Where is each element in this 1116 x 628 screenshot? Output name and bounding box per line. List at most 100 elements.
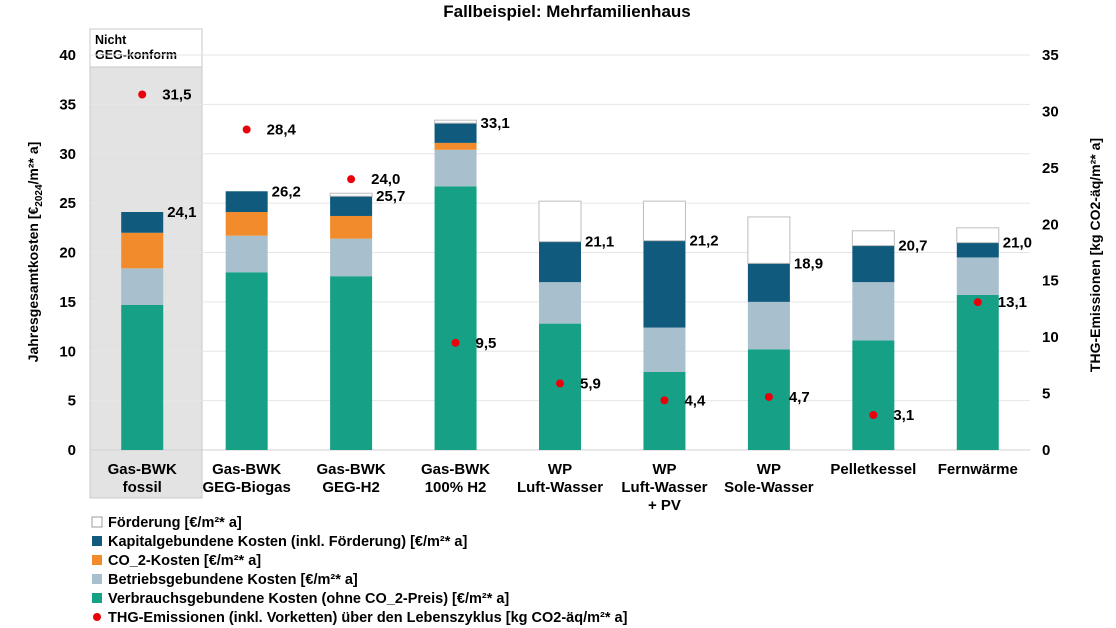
category-label: WP: [652, 461, 676, 478]
category-label: Gas-BWK: [421, 461, 490, 478]
legend-label: CO_2-Kosten [€/m²* a]: [108, 553, 261, 569]
legend-label: Betriebsgebundene Kosten [€/m²* a]: [108, 572, 358, 588]
bar-segment: [121, 232, 164, 269]
y-tick-label: 30: [59, 146, 76, 163]
bar-segment: [225, 191, 268, 213]
category-label: + PV: [648, 497, 681, 514]
bar-segment: [225, 212, 268, 236]
legend-label: THG-Emissionen (inkl. Vorketten) über de…: [108, 610, 628, 626]
bar-segment: [643, 327, 686, 372]
emission-label: 3,1: [893, 407, 914, 424]
y2-axis-label: THG-Emissionen [kg CO2-äq/m²* a]: [1087, 138, 1103, 372]
y-tick-label: 35: [59, 96, 76, 113]
bar-segment: [539, 241, 581, 283]
emission-point: [660, 396, 669, 405]
y-tick-label: 25: [59, 195, 76, 212]
legend-swatch: [91, 516, 103, 528]
bar-segment: [851, 230, 895, 247]
bar-total-label: 20,7: [898, 238, 927, 255]
y2-tick-label: 35: [1042, 47, 1059, 64]
legend-label: Kapitalgebundene Kosten (inkl. Förderung…: [108, 534, 467, 550]
bar-segment: [330, 215, 373, 239]
bar-segment: [225, 272, 268, 450]
chart-title: Fallbeispiel: Mehrfamilienhaus: [443, 2, 691, 21]
emission-label: 24,0: [371, 171, 400, 188]
bar-segment: [121, 268, 164, 305]
bar-segment: [956, 242, 999, 258]
emission-label: 9,5: [476, 335, 497, 352]
y2-tick-label: 5: [1042, 386, 1050, 403]
bar-segment: [434, 149, 477, 187]
category-label: fossil: [123, 479, 162, 496]
bar-total-label: 26,2: [272, 183, 301, 200]
legend-swatch: [92, 574, 102, 584]
bar-segment: [747, 263, 790, 302]
bar-segment: [747, 301, 790, 350]
bar-total-label: 18,9: [794, 255, 823, 272]
category-label: Fernwärme: [938, 461, 1018, 478]
emission-point: [973, 298, 982, 307]
legend-swatch: [93, 613, 101, 621]
bar-total-label: 21,0: [1003, 235, 1032, 252]
y2-tick-label: 15: [1042, 273, 1059, 290]
bar-segment: [956, 257, 999, 295]
emission-label: 4,7: [789, 389, 810, 406]
emission-point: [556, 379, 564, 388]
category-label: Gas-BWK: [108, 461, 177, 478]
bar-segment: [121, 304, 164, 450]
emission-point: [869, 411, 878, 420]
emission-label: 28,4: [267, 121, 297, 138]
bar-total-label: 21,2: [689, 233, 718, 250]
bar-total-label: 24,1: [167, 204, 196, 221]
emission-point: [764, 392, 773, 401]
bar-segment: [538, 200, 582, 243]
category-label: GEG-H2: [322, 479, 380, 496]
bar-segment: [434, 186, 477, 450]
bar-segment: [330, 196, 373, 216]
y2-tick-label: 20: [1042, 216, 1059, 233]
legend-swatch: [92, 555, 102, 565]
emission-point: [347, 175, 356, 184]
category-label: Pelletkessel: [830, 461, 916, 478]
category-label: Luft-Wasser: [517, 479, 603, 496]
legend-swatch: [92, 593, 102, 603]
bar-segment: [539, 282, 581, 324]
bar-segment: [434, 119, 478, 124]
bar-segment: [642, 200, 686, 242]
bar-segment: [852, 245, 895, 283]
category-label: WP: [757, 461, 781, 478]
category-label: Gas-BWK: [212, 461, 281, 478]
bar-segment: [643, 240, 686, 328]
emission-point: [138, 90, 147, 99]
emission-label: 4,4: [684, 392, 706, 409]
bar-segment: [643, 371, 686, 450]
emission-label: 31,5: [162, 87, 191, 104]
bar-total-label: 33,1: [481, 115, 510, 132]
y-tick-label: 40: [59, 47, 76, 64]
y2-tick-label: 0: [1042, 442, 1050, 459]
bar-segment: [747, 216, 791, 264]
bar-segment: [852, 340, 895, 450]
emission-point: [451, 338, 460, 347]
y2-tick-label: 30: [1042, 103, 1059, 120]
bar-segment: [330, 276, 373, 450]
y-tick-label: 10: [59, 343, 76, 360]
bar-segment: [329, 192, 373, 197]
y2-tick-label: 10: [1042, 329, 1059, 346]
bar-segment: [852, 282, 895, 341]
category-label: Sole-Wasser: [724, 479, 814, 496]
y-tick-label: 15: [59, 294, 76, 311]
bar-segment: [225, 235, 268, 273]
bar-segment: [956, 294, 999, 450]
emission-label: 13,1: [998, 294, 1027, 311]
bar-segment: [434, 123, 477, 143]
y-tick-label: 5: [68, 393, 76, 410]
bar-segment: [434, 142, 477, 150]
bar-segment: [956, 227, 1000, 244]
category-label: Luft-Wasser: [621, 479, 707, 496]
legend-label: Förderung [€/m²* a]: [108, 515, 242, 531]
emission-label: 5,9: [580, 375, 601, 392]
emission-point: [242, 125, 251, 134]
